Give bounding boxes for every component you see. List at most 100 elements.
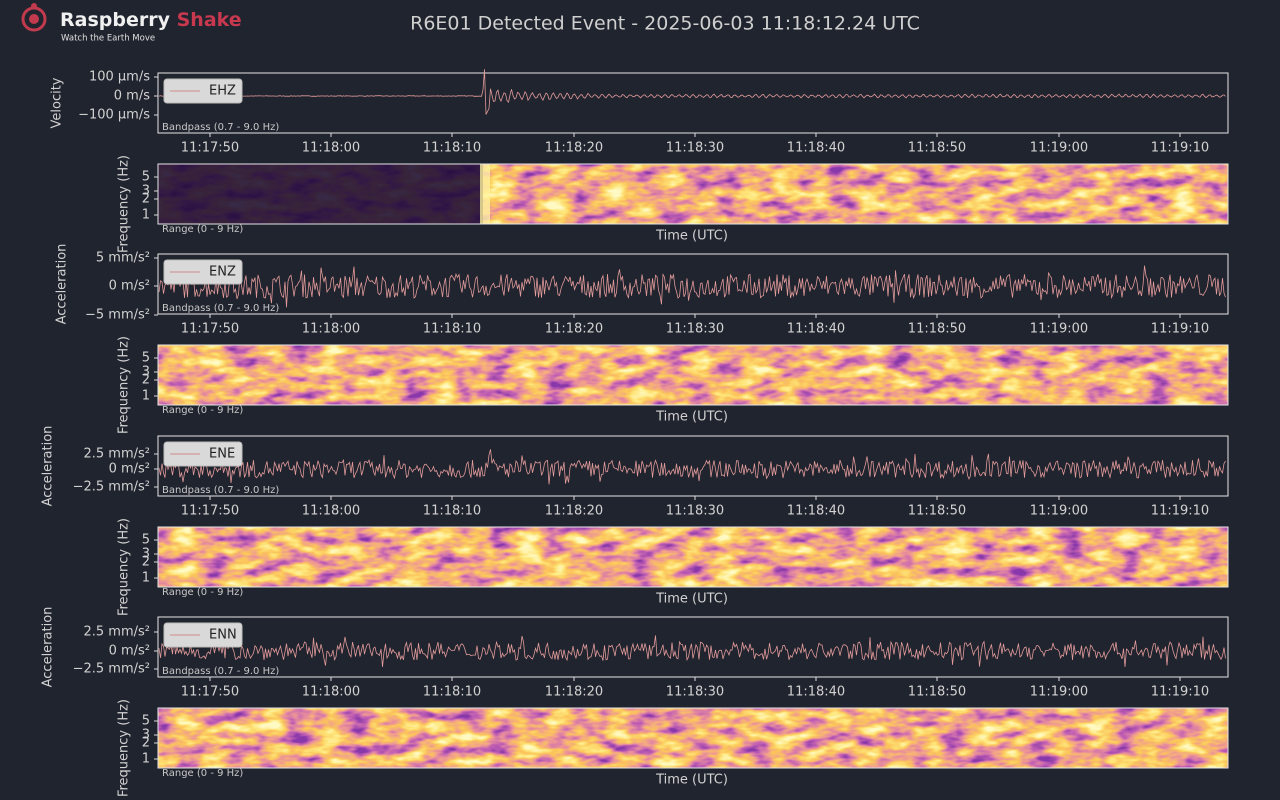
y-tick-label: −2.5 mm/s²	[73, 662, 150, 677]
spectrogram	[158, 345, 1228, 405]
x-tick-label: 11:18:50	[908, 322, 966, 337]
brand: Raspberry Shake	[60, 9, 242, 31]
y-tick-label: 1	[142, 571, 150, 586]
legend-box	[163, 441, 243, 467]
y-axis-label: Frequency (Hz)	[117, 518, 132, 616]
brand-first: Raspberry	[60, 9, 171, 31]
y-tick-label: 3	[142, 365, 150, 380]
y-axis-label: Frequency (Hz)	[117, 155, 132, 253]
x-tick-label: 11:17:50	[181, 504, 239, 519]
x-tick-label: 11:18:00	[302, 141, 360, 156]
legend-label: ENZ	[209, 265, 236, 280]
x-tick-label: 11:19:00	[1030, 322, 1088, 337]
x-tick-label: 11:18:20	[545, 141, 603, 156]
x-axis-label: Time (UTC)	[655, 229, 728, 244]
filter-note: Bandpass (0.7 - 9.0 Hz)	[162, 303, 279, 314]
x-tick-label: 11:18:50	[908, 685, 966, 700]
x-tick-label: 11:18:30	[666, 504, 724, 519]
filter-note: Bandpass (0.7 - 9.0 Hz)	[162, 122, 279, 133]
x-tick-label: 11:18:20	[545, 685, 603, 700]
spectrogram	[158, 708, 1228, 768]
x-tick-label: 11:18:50	[908, 504, 966, 519]
legend-label: EHZ	[209, 84, 236, 99]
y-tick-label: −100 μm/s	[78, 108, 150, 123]
x-tick-label: 11:18:10	[423, 504, 481, 519]
y-tick-label: 5	[142, 170, 150, 185]
x-tick-label: 11:18:30	[666, 141, 724, 156]
range-note: Range (0 - 9 Hz)	[162, 587, 243, 598]
filter-note: Bandpass (0.7 - 9.0 Hz)	[162, 485, 279, 496]
y-tick-label: 1	[142, 752, 150, 767]
filter-note: Bandpass (0.7 - 9.0 Hz)	[162, 666, 279, 677]
x-axis-label: Time (UTC)	[655, 410, 728, 425]
y-axis-label: Acceleration	[41, 607, 56, 688]
spectrogram-onset	[480, 164, 490, 224]
range-note: Range (0 - 9 Hz)	[162, 405, 243, 416]
y-axis-label: Acceleration	[55, 244, 70, 325]
x-tick-label: 11:19:00	[1030, 141, 1088, 156]
x-tick-label: 11:19:10	[1151, 685, 1209, 700]
y-tick-label: 1	[142, 208, 150, 223]
x-tick-label: 11:18:40	[787, 504, 845, 519]
x-tick-label: 11:19:00	[1030, 685, 1088, 700]
x-tick-label: 11:18:20	[545, 322, 603, 337]
y-tick-label: 2.5 mm/s²	[84, 447, 151, 462]
spectrogram-frame	[157, 344, 1229, 406]
tagline: Watch the Earth Move	[61, 34, 155, 44]
y-tick-label: 5 mm/s²	[96, 251, 150, 266]
x-tick-label: 11:19:10	[1151, 504, 1209, 519]
y-tick-label: 1	[142, 389, 150, 404]
legend-box	[163, 78, 243, 104]
x-tick-label: 11:18:20	[545, 504, 603, 519]
range-note: Range (0 - 9 Hz)	[162, 768, 243, 779]
y-tick-label: 100 μm/s	[89, 70, 150, 85]
logo: Raspberry Shake Watch the Earth Move	[21, 3, 242, 44]
x-tick-label: 11:19:10	[1151, 322, 1209, 337]
y-tick-label: 3	[142, 184, 150, 199]
x-tick-label: 11:18:30	[666, 685, 724, 700]
legend-label: ENN	[209, 628, 237, 643]
plot-area	[157, 435, 1229, 497]
spectrogram-quiet	[158, 164, 483, 224]
x-tick-label: 11:17:50	[181, 685, 239, 700]
y-tick-label: 2	[142, 736, 150, 751]
y-axis-label: Frequency (Hz)	[117, 336, 132, 434]
y-tick-label: 0 m/s²	[109, 644, 150, 659]
x-tick-label: 11:18:10	[423, 322, 481, 337]
plot-area	[157, 253, 1229, 315]
x-tick-label: 11:17:50	[181, 322, 239, 337]
brand-second: Shake	[177, 9, 242, 31]
y-axis-label: Velocity	[50, 77, 65, 128]
y-tick-label: 3	[142, 547, 150, 562]
x-tick-label: 11:18:50	[908, 141, 966, 156]
y-tick-label: −2.5 mm/s²	[73, 480, 150, 495]
x-tick-label: 11:19:10	[1151, 141, 1209, 156]
x-axis-label: Time (UTC)	[655, 592, 728, 607]
x-tick-label: 11:18:30	[666, 322, 724, 337]
x-axis-label: Time (UTC)	[655, 773, 728, 788]
y-axis-label: Acceleration	[41, 426, 56, 507]
y-tick-label: 2	[142, 555, 150, 570]
waveform	[158, 265, 1226, 308]
y-tick-label: 5	[142, 351, 150, 366]
x-tick-label: 11:18:00	[302, 685, 360, 700]
title: R6E01 Detected Event - 2025-06-03 11:18:…	[410, 13, 920, 35]
y-tick-label: 0 m/s²	[109, 462, 150, 477]
x-tick-label: 11:17:50	[181, 141, 239, 156]
y-tick-label: 3	[142, 728, 150, 743]
y-tick-label: 2	[142, 192, 150, 207]
legend-box	[163, 259, 243, 285]
x-tick-label: 11:18:00	[302, 322, 360, 337]
y-tick-label: 5	[142, 533, 150, 548]
x-tick-label: 11:18:10	[423, 685, 481, 700]
waveform	[158, 449, 1226, 485]
y-tick-label: −5 mm/s²	[85, 308, 150, 323]
y-tick-label: 0 m/s	[114, 89, 150, 104]
legend-box	[163, 622, 243, 648]
spectrogram-frame	[157, 163, 1229, 225]
y-axis-label: Frequency (Hz)	[117, 699, 132, 797]
range-note: Range (0 - 9 Hz)	[162, 224, 243, 235]
y-tick-label: 5	[142, 714, 150, 729]
x-tick-label: 11:18:00	[302, 504, 360, 519]
